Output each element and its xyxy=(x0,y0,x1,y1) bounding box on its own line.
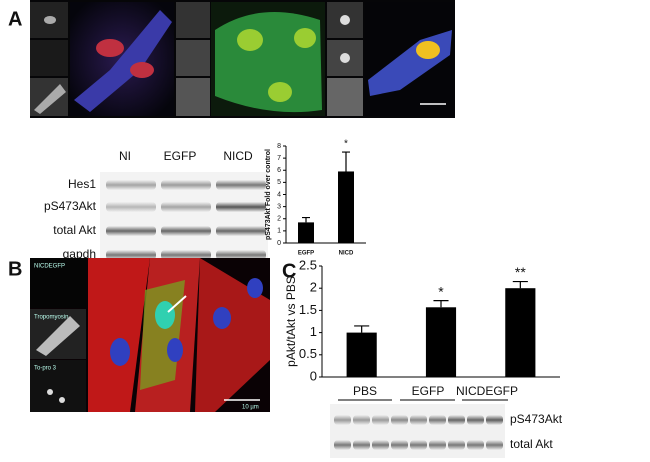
row-label: total Akt xyxy=(53,223,96,237)
blot-band xyxy=(353,440,370,450)
blot-c xyxy=(330,399,508,458)
error-bar xyxy=(342,151,350,172)
inset-label: NICDEGFP xyxy=(34,264,65,270)
y-tick-label: 0.5 xyxy=(299,346,317,361)
y-tick-label: 5 xyxy=(277,179,281,186)
y-tick-label: 2 xyxy=(277,216,281,223)
y-axis-label: pS473Akt Fold over control xyxy=(265,149,272,240)
row-label: pS473Akt xyxy=(510,412,563,426)
group-label: EGFP xyxy=(412,384,445,398)
y-tick-label: 1.5 xyxy=(299,302,317,317)
blot-band xyxy=(467,415,484,425)
bar xyxy=(505,288,536,377)
blot-band xyxy=(161,226,211,236)
bar xyxy=(425,307,457,377)
y-tick-label: 1 xyxy=(277,228,281,235)
y-tick-label: 7 xyxy=(277,155,281,162)
bar xyxy=(298,222,314,243)
significance: * xyxy=(344,139,348,150)
row-label: pS473Akt xyxy=(44,199,97,213)
blot-band xyxy=(216,250,266,260)
panel-label: C xyxy=(282,260,296,282)
blot-band xyxy=(334,415,351,425)
bar xyxy=(346,332,377,377)
blot-band xyxy=(486,440,503,450)
blot-band xyxy=(410,440,427,450)
panel-label: B xyxy=(8,258,22,280)
significance: ** xyxy=(515,264,526,280)
panel-label: A xyxy=(8,8,22,30)
lane-label: NICD xyxy=(223,149,253,163)
lane-label: NI xyxy=(119,149,131,163)
blot-band xyxy=(106,226,156,236)
blot-band xyxy=(372,415,389,425)
y-tick-label: 2.5 xyxy=(299,257,317,272)
group-label: NICDEGFP xyxy=(456,384,518,398)
blot-band xyxy=(353,415,370,425)
y-tick-label: 2 xyxy=(310,280,317,295)
blot-band xyxy=(334,440,351,450)
row-label: Hes1 xyxy=(68,177,96,191)
inset-label: To-pro 3 xyxy=(34,366,57,372)
blot-band xyxy=(216,226,266,236)
blot-band xyxy=(161,202,211,212)
blot-band xyxy=(429,440,446,450)
blot-band xyxy=(410,415,427,425)
error-bar xyxy=(302,216,310,223)
y-tick-label: 1 xyxy=(310,324,317,339)
blot-band xyxy=(372,440,389,450)
significance: * xyxy=(438,283,444,299)
blot-band xyxy=(391,440,408,450)
bar xyxy=(338,171,354,243)
y-tick-label: 6 xyxy=(277,167,281,174)
inset-label: Tropomyosin xyxy=(34,315,68,321)
blot-band xyxy=(448,415,465,425)
blot-band xyxy=(429,415,446,425)
error-bar xyxy=(354,325,370,333)
y-tick-label: 0 xyxy=(310,368,317,383)
x-tick-label: EGFP xyxy=(298,251,314,257)
blot-band xyxy=(161,250,211,260)
group-label: PBS xyxy=(353,384,377,398)
panel-b-image xyxy=(30,258,270,412)
lane-label: EGFP xyxy=(164,149,197,163)
y-tick-label: 3 xyxy=(277,203,281,210)
blot-band xyxy=(448,440,465,450)
y-tick-label: 0 xyxy=(277,240,281,247)
blot-band xyxy=(106,250,156,260)
y-tick-label: 4 xyxy=(277,191,281,198)
blot-band xyxy=(106,180,156,190)
blot-band xyxy=(106,202,156,212)
row-label: total Akt xyxy=(510,437,553,451)
y-axis-label: pAkt/tAkt vs PBS xyxy=(284,276,298,367)
blot-band xyxy=(216,180,266,190)
panel-a-images xyxy=(30,0,455,118)
blot-band xyxy=(216,202,266,212)
blot-band xyxy=(467,440,484,450)
blot-band xyxy=(391,415,408,425)
blot-band xyxy=(161,180,211,190)
y-tick-label: 8 xyxy=(277,143,281,150)
x-tick-label: NICD xyxy=(339,251,354,257)
blot-a xyxy=(100,172,268,266)
scale-label: 10 µm xyxy=(242,405,259,411)
blot-band xyxy=(486,415,503,425)
error-bar xyxy=(433,300,449,308)
error-bar xyxy=(512,280,528,289)
row-label: gapdh xyxy=(63,247,96,261)
